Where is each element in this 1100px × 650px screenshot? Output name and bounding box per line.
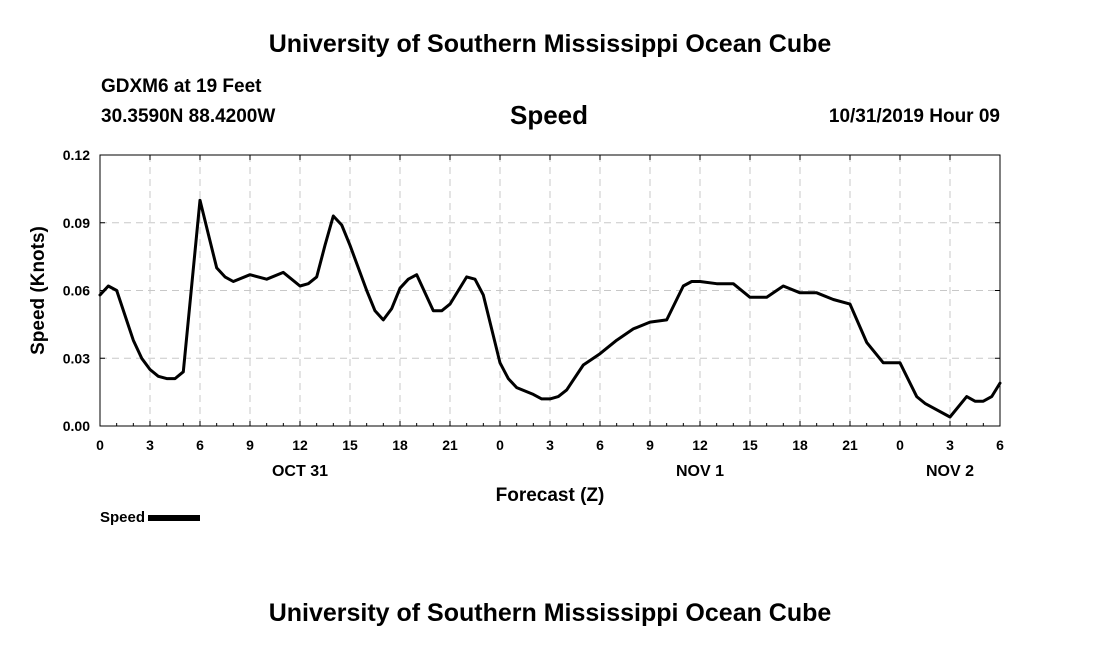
- forecast-timestamp: 10/31/2019 Hour 09: [828, 106, 1000, 127]
- legend-label: Speed: [100, 509, 146, 526]
- x-tick-label: 18: [792, 437, 808, 453]
- x-tick-label: 3: [946, 437, 954, 453]
- speed-series-line: [98, 198, 1002, 419]
- legend: Speed: [100, 509, 201, 526]
- x-tick-label: 0: [496, 437, 504, 453]
- y-tick-label: 0.00: [63, 418, 90, 434]
- y-axis-title: Speed (Knots): [28, 226, 49, 355]
- footer-title: University of Southern Mississippi Ocean…: [268, 599, 832, 627]
- day-label: NOV 2: [926, 463, 974, 480]
- x-tick-label: 3: [146, 437, 154, 453]
- x-tick-label: 15: [342, 437, 358, 453]
- plot-frame: [99, 154, 1001, 427]
- y-tick-label: 0.06: [63, 283, 90, 299]
- gridlines: [100, 155, 1000, 426]
- x-tick-label: 18: [392, 437, 408, 453]
- x-tick-label: 6: [196, 437, 204, 453]
- x-tick-label: 15: [742, 437, 758, 453]
- x-tick-label: 0: [96, 437, 104, 453]
- series-layer: [98, 198, 1002, 419]
- chart-title: Speed: [509, 100, 589, 130]
- x-tick-label: 21: [842, 437, 858, 453]
- coordinates-label: 30.3590N 88.4200W: [101, 106, 276, 127]
- page-title: University of Southern Mississippi Ocean…: [268, 30, 832, 58]
- x-tick-label: 21: [442, 437, 458, 453]
- x-tick-label: 12: [692, 437, 708, 453]
- x-tick-label: 9: [646, 437, 654, 453]
- x-tick-label: 9: [246, 437, 254, 453]
- axis-labels: 0 3 6 9 12 15 18 21 0 3 6 9 12 15 18 21 0 3 6 0.00 0.03 0.06 0…: [28, 147, 1004, 506]
- x-axis-title: Forecast (Z): [496, 485, 605, 506]
- y-tick-label: 0.03: [63, 350, 90, 366]
- x-tick-label: 3: [546, 437, 554, 453]
- y-tick-label: 0.09: [63, 215, 90, 231]
- day-label: NOV 1: [676, 463, 724, 480]
- x-tick-label: 6: [996, 437, 1004, 453]
- x-tick-label: 6: [596, 437, 604, 453]
- x-tick-label: 0: [896, 437, 904, 453]
- y-tick-label: 0.12: [63, 147, 90, 163]
- legend-swatch: [148, 515, 201, 522]
- x-tick-label: 12: [292, 437, 308, 453]
- axes: [99, 154, 1001, 427]
- station-label: GDXM6 at 19 Feet: [101, 76, 262, 97]
- day-label: OCT 31: [272, 463, 328, 480]
